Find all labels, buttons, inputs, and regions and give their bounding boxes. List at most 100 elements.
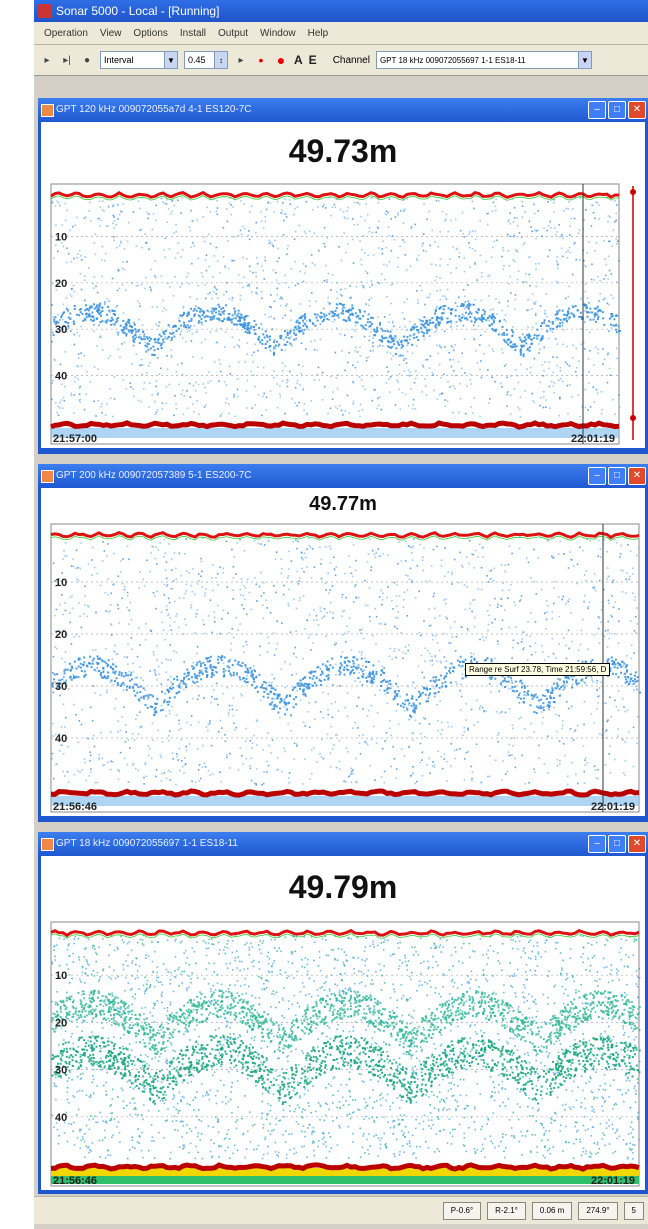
- surface-echo: [50, 195, 620, 201]
- menu-bar: Operation View Options Install Output Wi…: [34, 22, 648, 45]
- chevron-down-icon[interactable]: ▼: [164, 52, 177, 68]
- bottom-line: [50, 420, 620, 430]
- step-forward-icon[interactable]: ▸|: [63, 54, 71, 66]
- surface-line: [50, 190, 620, 199]
- status-heading: 274.9°: [578, 1201, 618, 1220]
- window-icon: [41, 838, 54, 851]
- echogram-canvas[interactable]: 10 20 30 40 21:57:00 22:01:19: [41, 180, 645, 448]
- minimize-button[interactable]: –: [588, 467, 606, 485]
- time-start-label: 21:57:00: [53, 433, 97, 445]
- window-icon: [41, 104, 54, 117]
- sonar-app-window: Sonar 5000 - Local - [Running] Operation…: [34, 0, 648, 1229]
- status-bar: P-0.6° R-2.1° 0.06 m 274.9° 5: [34, 1196, 648, 1224]
- close-button[interactable]: ✕: [628, 101, 646, 119]
- echogram-canvas[interactable]: 10 20 30 40 21:56:46 22:01:19: [41, 918, 645, 1190]
- dot-icon[interactable]: ●: [83, 54, 91, 66]
- depth-tick-label: 40: [55, 733, 67, 745]
- time-end-label: 22:01:19: [591, 1175, 635, 1187]
- depth-tick-label: 30: [55, 1065, 67, 1077]
- minimize-button[interactable]: –: [588, 101, 606, 119]
- a-button[interactable]: A: [294, 53, 303, 67]
- panel-title-bar[interactable]: GPT 18 kHz 009072055697 1-1 ES18-11 – □ …: [38, 832, 648, 856]
- app-title: Sonar 5000 - Local - [Running]: [56, 4, 220, 18]
- channel-select-value: GPT 18 kHz 009072055697 1-1 ES18-11: [379, 55, 526, 65]
- echogram-panel-120khz: GPT 120 kHz 009072055a7d 4-1 ES120-7C – …: [38, 98, 648, 454]
- mode-select-value: Interval: [104, 55, 134, 65]
- panel-title-bar[interactable]: GPT 120 kHz 009072055a7d 4-1 ES120-7C – …: [38, 98, 648, 122]
- surface-line: [50, 928, 640, 938]
- depth-tick-label: 30: [55, 324, 67, 336]
- menu-options[interactable]: Options: [133, 27, 168, 39]
- depth-readout: 49.73m: [41, 122, 645, 180]
- time-start-label: 21:56:46: [53, 1175, 97, 1187]
- status-heave: 0.06 m: [531, 1201, 573, 1220]
- depth-tick-label: 40: [55, 371, 67, 383]
- spinner-arrows-icon[interactable]: ↕: [214, 52, 227, 68]
- depth-tick-label: 20: [55, 629, 67, 641]
- menu-window[interactable]: Window: [260, 27, 296, 39]
- arrow-right-icon[interactable]: ▸: [238, 54, 244, 66]
- window-icon: [41, 470, 54, 483]
- depth-tick-label: 20: [55, 1017, 67, 1029]
- maximize-button[interactable]: □: [608, 835, 626, 853]
- menu-operation[interactable]: Operation: [44, 27, 88, 39]
- echogram-plot[interactable]: 10 20 30 40 21:56:46 22:01:19: [41, 918, 645, 1190]
- maximize-button[interactable]: □: [608, 467, 626, 485]
- record-icon[interactable]: •: [258, 52, 264, 68]
- mode-select[interactable]: Interval ▼: [100, 51, 178, 69]
- channel-label: Channel: [332, 54, 370, 66]
- status-pitch: P-0.6°: [442, 1201, 482, 1220]
- plot-frame: [50, 921, 640, 1187]
- e-button[interactable]: E: [308, 53, 317, 67]
- bottom-band: [51, 796, 639, 806]
- time-end-label: 22:01:19: [571, 433, 615, 445]
- menu-help[interactable]: Help: [307, 27, 329, 39]
- depth-tick-label: 10: [55, 970, 67, 982]
- interval-spinner[interactable]: 0.45 ↕: [184, 51, 228, 69]
- depth-tick-label: 40: [55, 1112, 67, 1124]
- depth-marker-bottom[interactable]: [630, 415, 636, 421]
- surface-line: [50, 530, 640, 540]
- status-extra: 5: [623, 1201, 644, 1220]
- time-start-label: 21:56:46: [53, 801, 97, 813]
- surface-echo: [50, 933, 640, 939]
- echogram-plot[interactable]: 10 20 30 40 21:57:00 22:01:19: [41, 180, 645, 448]
- panel-title-bar[interactable]: GPT 200 kHz 009072057389 5-1 ES200-7C – …: [38, 464, 648, 488]
- range-tooltip: Range re Surf 23.78, Time 21:59:56, D: [465, 663, 611, 676]
- record-play-icon[interactable]: ●: [276, 52, 286, 68]
- panel-title: GPT 18 kHz 009072055697 1-1 ES18-11: [56, 838, 238, 849]
- echogram-panel-200khz: GPT 200 kHz 009072057389 5-1 ES200-7C – …: [38, 464, 648, 822]
- bottom-line: [50, 1162, 640, 1172]
- depth-marker-top[interactable]: [630, 189, 636, 195]
- play-icon[interactable]: ▸: [44, 54, 50, 66]
- scattering-layer: [51, 989, 641, 1106]
- menu-view[interactable]: View: [99, 27, 122, 39]
- surface-echo: [50, 535, 640, 541]
- chevron-down-icon[interactable]: ▼: [577, 52, 591, 68]
- time-end-label: 22:01:19: [591, 801, 635, 813]
- panel-title: GPT 200 kHz 009072057389 5-1 ES200-7C: [56, 470, 252, 481]
- bottom-band: [51, 428, 619, 438]
- menu-install[interactable]: Install: [179, 27, 207, 39]
- depth-tick-label: 10: [55, 577, 67, 589]
- depth-readout: 49.79m: [41, 856, 645, 918]
- close-button[interactable]: ✕: [628, 467, 646, 485]
- app-icon: [38, 4, 52, 18]
- depth-tick-label: 20: [55, 278, 67, 290]
- bottom-line: [50, 788, 640, 798]
- echogram-panel-18khz: GPT 18 kHz 009072055697 1-1 ES18-11 – □ …: [38, 832, 648, 1194]
- menu-output[interactable]: Output: [218, 27, 249, 39]
- panel-title: GPT 120 kHz 009072055a7d 4-1 ES120-7C: [56, 104, 252, 115]
- echogram-plot[interactable]: 10 20 30 40 21:56:46 22:01:19 Range re Surf 2…: [41, 520, 645, 816]
- close-button[interactable]: ✕: [628, 835, 646, 853]
- interval-value: 0.45: [188, 55, 206, 65]
- scattering-layer: [52, 302, 621, 358]
- maximize-button[interactable]: □: [608, 101, 626, 119]
- bottom-band-green: [51, 1176, 639, 1184]
- status-roll: R-2.1°: [487, 1201, 526, 1220]
- toolbar: ▸ ▸| ● Interval ▼ 0.45 ↕ ▸ • ● A E Chann…: [34, 45, 648, 76]
- minimize-button[interactable]: –: [588, 835, 606, 853]
- channel-select[interactable]: GPT 18 kHz 009072055697 1-1 ES18-11 ▼: [375, 51, 592, 69]
- depth-tick-label: 30: [55, 681, 67, 693]
- app-title-bar[interactable]: Sonar 5000 - Local - [Running]: [34, 0, 648, 22]
